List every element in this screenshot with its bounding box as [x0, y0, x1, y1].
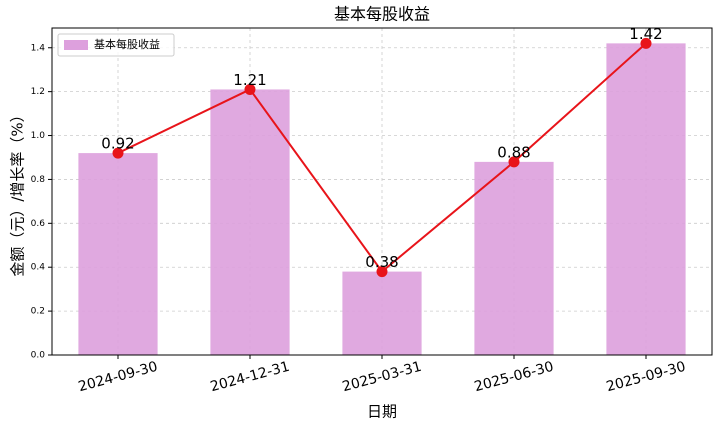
- plot-frame: [51, 27, 713, 356]
- chart-title: 基本每股收益: [334, 5, 430, 24]
- bar: [78, 153, 158, 355]
- data-label: 1.42: [629, 25, 662, 43]
- y-tick-label: 1.4: [31, 43, 46, 53]
- bar: [606, 43, 686, 355]
- data-label: 0.38: [365, 253, 398, 271]
- y-tick-label: 0.4: [31, 263, 46, 273]
- y-tick-label: 1.0: [31, 131, 46, 141]
- data-label: 0.88: [497, 143, 530, 161]
- y-axis-label: 金额（元）/增长率（%）: [9, 107, 27, 276]
- y-tick-label: 1.2: [31, 87, 45, 97]
- y-tick-label: 0.0: [31, 351, 46, 361]
- x-axis-label: 日期: [367, 403, 397, 421]
- data-label: 0.92: [101, 135, 134, 153]
- y-tick-label: 0.2: [31, 307, 45, 317]
- legend-box: [57, 33, 175, 57]
- point: [112, 147, 124, 159]
- legend-label: 基本每股收益: [94, 37, 160, 51]
- y-tick-label: 0.6: [31, 219, 46, 229]
- legend-swatch: [64, 40, 88, 50]
- point: [508, 156, 520, 168]
- bar: [210, 89, 290, 356]
- point: [376, 266, 388, 278]
- data-label: 1.21: [233, 71, 266, 89]
- y-tick-label: 0.8: [31, 175, 46, 185]
- point: [244, 83, 256, 95]
- bar: [342, 271, 422, 355]
- point: [640, 37, 652, 49]
- bar: [474, 161, 554, 355]
